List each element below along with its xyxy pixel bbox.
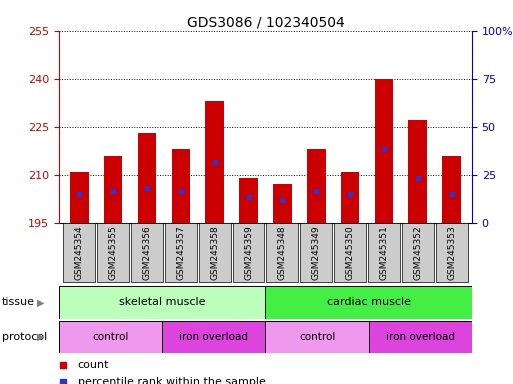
Bar	[334, 223, 366, 282]
Text: GSM245352: GSM245352	[413, 225, 422, 280]
Text: GSM245349: GSM245349	[312, 225, 321, 280]
Bar	[165, 223, 197, 282]
Text: GSM245355: GSM245355	[109, 225, 117, 280]
Bar	[131, 223, 163, 282]
Text: iron overload: iron overload	[386, 332, 455, 342]
Text: GSM245350: GSM245350	[346, 225, 354, 280]
Bar	[300, 223, 332, 282]
Bar	[239, 178, 258, 223]
Text: GSM245351: GSM245351	[380, 225, 388, 280]
Text: GSM245356: GSM245356	[143, 225, 151, 280]
Bar	[368, 223, 400, 282]
Bar	[205, 101, 224, 223]
Text: GSM245359: GSM245359	[244, 225, 253, 280]
Text: GSM245354: GSM245354	[75, 225, 84, 280]
Text: cardiac muscle: cardiac muscle	[327, 297, 411, 308]
Bar	[442, 156, 461, 223]
Bar	[266, 321, 369, 353]
Text: control: control	[92, 332, 129, 342]
Bar	[232, 223, 265, 282]
Bar	[273, 184, 292, 223]
Bar	[369, 321, 472, 353]
Bar	[97, 223, 129, 282]
Bar	[374, 79, 393, 223]
Bar	[70, 172, 89, 223]
Bar	[59, 286, 266, 319]
Text: GSM245348: GSM245348	[278, 225, 287, 280]
Bar	[436, 223, 467, 282]
Text: GSM245357: GSM245357	[176, 225, 185, 280]
Bar	[402, 223, 433, 282]
Text: GSM245353: GSM245353	[447, 225, 456, 280]
Bar	[64, 223, 95, 282]
Bar	[341, 172, 360, 223]
Bar	[162, 321, 266, 353]
Text: ▶: ▶	[37, 332, 45, 342]
Bar	[408, 120, 427, 223]
Text: protocol: protocol	[2, 332, 47, 342]
Bar	[59, 321, 162, 353]
Text: percentile rank within the sample: percentile rank within the sample	[77, 377, 265, 384]
Text: GSM245358: GSM245358	[210, 225, 219, 280]
Bar	[307, 149, 326, 223]
Title: GDS3086 / 102340504: GDS3086 / 102340504	[187, 16, 344, 30]
Text: ▶: ▶	[37, 297, 45, 308]
Bar	[199, 223, 231, 282]
Bar	[104, 156, 123, 223]
Bar	[171, 149, 190, 223]
Text: iron overload: iron overload	[180, 332, 248, 342]
Text: skeletal muscle: skeletal muscle	[119, 297, 206, 308]
Text: control: control	[299, 332, 336, 342]
Bar	[137, 133, 156, 223]
Text: count: count	[77, 360, 109, 370]
Bar	[266, 286, 472, 319]
Bar	[266, 223, 299, 282]
Text: tissue: tissue	[2, 297, 34, 308]
